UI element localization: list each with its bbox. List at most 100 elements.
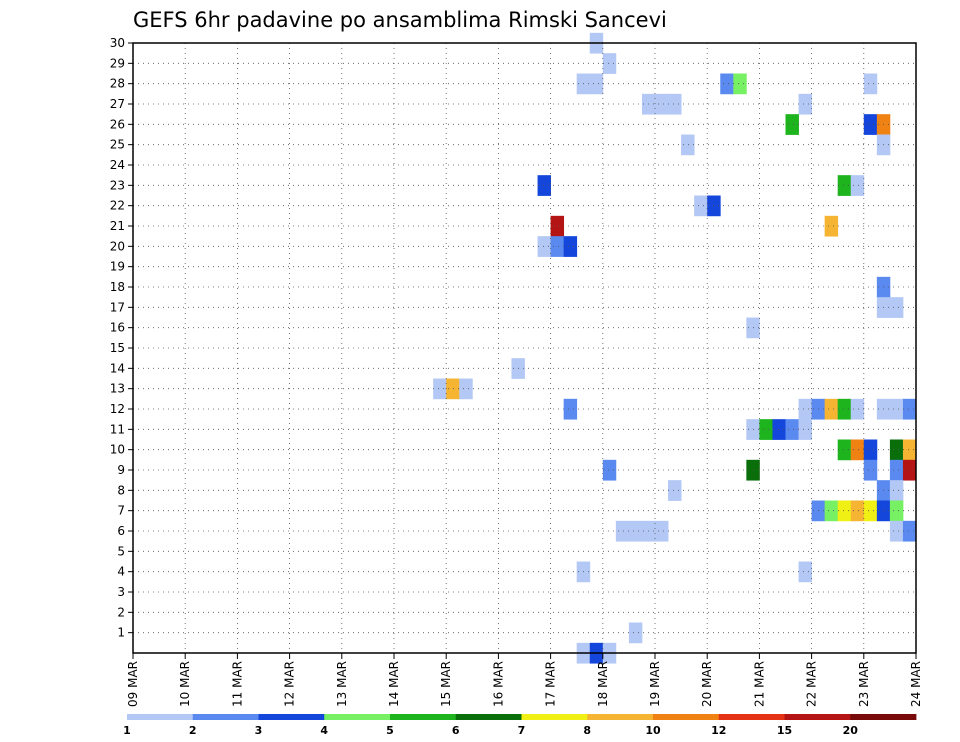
heatmap-cell xyxy=(655,520,669,542)
x-tick-label: 17 MAR xyxy=(544,661,558,707)
heatmap-cell xyxy=(563,236,578,257)
heatmap-cell xyxy=(602,459,617,481)
heatmap-cell xyxy=(655,93,669,115)
legend-swatch xyxy=(390,714,457,720)
heatmap-cell xyxy=(459,378,473,400)
x-tick-label: 12 MAR xyxy=(283,661,297,707)
heatmap-cell xyxy=(798,93,812,115)
x-tick-label: 20 MAR xyxy=(700,661,714,707)
heatmap-cell xyxy=(902,439,917,461)
heatmap-cell xyxy=(785,419,799,440)
y-tick-label: 9 xyxy=(117,463,125,477)
x-tick-label: 19 MAR xyxy=(648,661,662,707)
heatmap-cell xyxy=(824,398,839,420)
x-tick-label: 18 MAR xyxy=(596,661,610,707)
heatmap-cell xyxy=(668,93,682,115)
legend-label: 10 xyxy=(645,724,661,737)
heatmap-cell xyxy=(550,236,565,257)
x-tick-label: 10 MAR xyxy=(178,661,192,707)
x-tick-label: 11 MAR xyxy=(230,661,244,707)
legend-swatch xyxy=(587,714,654,720)
heatmap-cell xyxy=(889,500,904,522)
y-tick-label: 5 xyxy=(117,544,125,558)
y-tick-label: 12 xyxy=(110,402,125,416)
legend-swatch xyxy=(258,714,325,720)
legend-label: 12 xyxy=(711,724,726,737)
heatmap-cell xyxy=(628,520,643,542)
x-tick-label: 15 MAR xyxy=(439,661,453,707)
legend-swatch xyxy=(784,714,851,720)
heatmap-cell xyxy=(759,419,773,440)
y-tick-label: 21 xyxy=(110,219,125,233)
y-tick-label: 10 xyxy=(110,443,125,457)
legend-swatch xyxy=(324,714,391,720)
heatmap-cell xyxy=(824,215,839,237)
heatmap-cell xyxy=(837,500,852,522)
legend-swatch xyxy=(192,714,259,720)
heatmap-cell xyxy=(863,73,878,95)
legend-swatch xyxy=(718,714,785,720)
y-tick-label: 4 xyxy=(117,565,125,579)
y-tick-label: 22 xyxy=(110,199,125,213)
heatmap-cell xyxy=(446,378,460,400)
x-tick-label: 21 MAR xyxy=(752,661,766,707)
legend-label: 2 xyxy=(189,724,197,737)
x-tick-label: 24 MAR xyxy=(909,661,923,707)
heatmap-cell xyxy=(550,215,565,237)
grid-lines xyxy=(133,42,916,653)
legend-label: 4 xyxy=(320,724,328,737)
heatmap-cell xyxy=(772,419,786,440)
y-tick-label: 24 xyxy=(110,158,125,172)
x-tick-label: 13 MAR xyxy=(335,661,349,707)
color-legend: 1 2 3 4 5 6 7 8 10 12 15 20 xyxy=(123,714,917,737)
heatmap-cell xyxy=(733,73,747,95)
heatmap-cell xyxy=(889,520,904,542)
x-tick-label: 09 MAR xyxy=(126,661,140,707)
heatmap-cell xyxy=(837,175,852,196)
heatmap-cell xyxy=(563,398,578,420)
heatmap-cell xyxy=(785,114,799,135)
y-tick-label: 2 xyxy=(117,605,125,619)
y-tick-label: 13 xyxy=(110,382,125,396)
heatmap-cell xyxy=(850,398,865,420)
y-tick-label: 28 xyxy=(110,77,125,91)
legend-label: 15 xyxy=(777,724,792,737)
chart-title: GEFS 6hr padavine po ansamblima Rimski S… xyxy=(133,8,667,32)
heatmap-cell xyxy=(628,622,643,644)
y-tick-label: 11 xyxy=(110,422,125,436)
y-tick-label: 23 xyxy=(110,178,125,192)
heatmap-cell xyxy=(850,175,865,196)
heatmap-cell xyxy=(863,500,878,522)
legend-label: 7 xyxy=(518,724,526,737)
heatmap-cell xyxy=(850,500,865,522)
heatmap-cell xyxy=(863,114,878,135)
y-tick-label: 1 xyxy=(117,626,125,640)
legend-swatch xyxy=(653,714,720,720)
y-tick-label: 26 xyxy=(110,117,125,131)
legend-swatch xyxy=(127,714,194,720)
heatmap-cell xyxy=(681,134,695,156)
y-tick-label: 14 xyxy=(110,361,125,375)
y-tick-label: 25 xyxy=(110,138,125,152)
y-tick-label: 7 xyxy=(117,504,125,518)
heatmap-cell xyxy=(798,561,812,583)
y-tick-label: 30 xyxy=(110,36,125,50)
heatmap-cell xyxy=(602,53,617,74)
y-tick-label: 17 xyxy=(110,300,125,314)
legend-label: 8 xyxy=(583,724,591,737)
legend-label: 6 xyxy=(452,724,460,737)
legend-swatch xyxy=(850,714,917,720)
heatmap-cell xyxy=(537,175,551,196)
x-tick-label: 14 MAR xyxy=(387,661,401,707)
legend-swatch xyxy=(455,714,522,720)
y-tick-label: 15 xyxy=(110,341,125,355)
y-tick-label: 29 xyxy=(110,56,125,70)
heatmap-cell xyxy=(615,520,630,542)
heatmap-cell xyxy=(589,73,604,95)
heatmap-cell xyxy=(902,520,917,542)
heatmap-cell xyxy=(889,398,904,420)
legend-label: 1 xyxy=(123,724,131,737)
y-tick-label: 20 xyxy=(110,239,125,253)
x-axis: 09 MAR 10 MAR 11 MAR 12 MAR 13 MAR 14 MAR 15 M… xyxy=(126,653,923,707)
